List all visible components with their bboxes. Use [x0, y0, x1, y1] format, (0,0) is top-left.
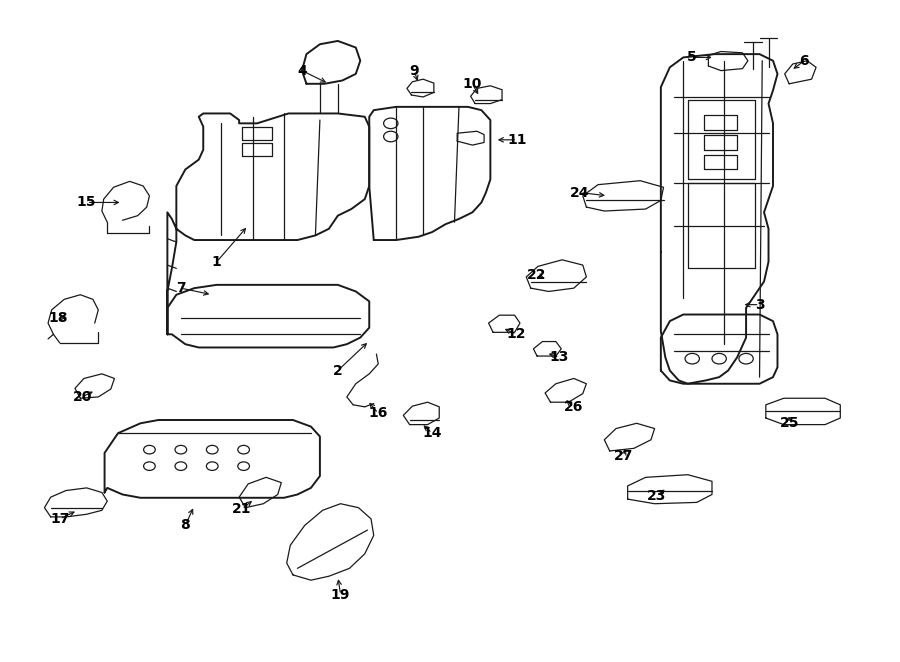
Text: 18: 18 [49, 311, 68, 325]
Text: 24: 24 [571, 185, 590, 199]
Text: 4: 4 [297, 64, 307, 77]
Text: 1: 1 [212, 255, 221, 269]
Text: 10: 10 [463, 77, 482, 91]
Text: 26: 26 [564, 400, 583, 414]
Text: 7: 7 [176, 281, 185, 295]
Text: 27: 27 [614, 449, 633, 463]
Text: 8: 8 [180, 518, 190, 532]
Text: 19: 19 [331, 588, 350, 602]
Text: 25: 25 [779, 416, 799, 430]
Text: 20: 20 [73, 390, 92, 404]
Text: 14: 14 [422, 426, 442, 440]
Text: 9: 9 [410, 64, 418, 77]
Text: 16: 16 [368, 406, 388, 420]
Text: 3: 3 [755, 298, 764, 312]
Text: 5: 5 [688, 50, 698, 64]
Text: 13: 13 [550, 350, 569, 364]
Text: 2: 2 [333, 363, 343, 377]
Text: 15: 15 [76, 195, 96, 209]
Text: 23: 23 [647, 489, 666, 503]
Text: 22: 22 [527, 268, 547, 282]
Text: 6: 6 [799, 54, 809, 68]
Text: 11: 11 [508, 133, 527, 147]
Text: 17: 17 [50, 512, 69, 526]
Text: 12: 12 [507, 327, 526, 342]
Text: 21: 21 [232, 502, 252, 516]
